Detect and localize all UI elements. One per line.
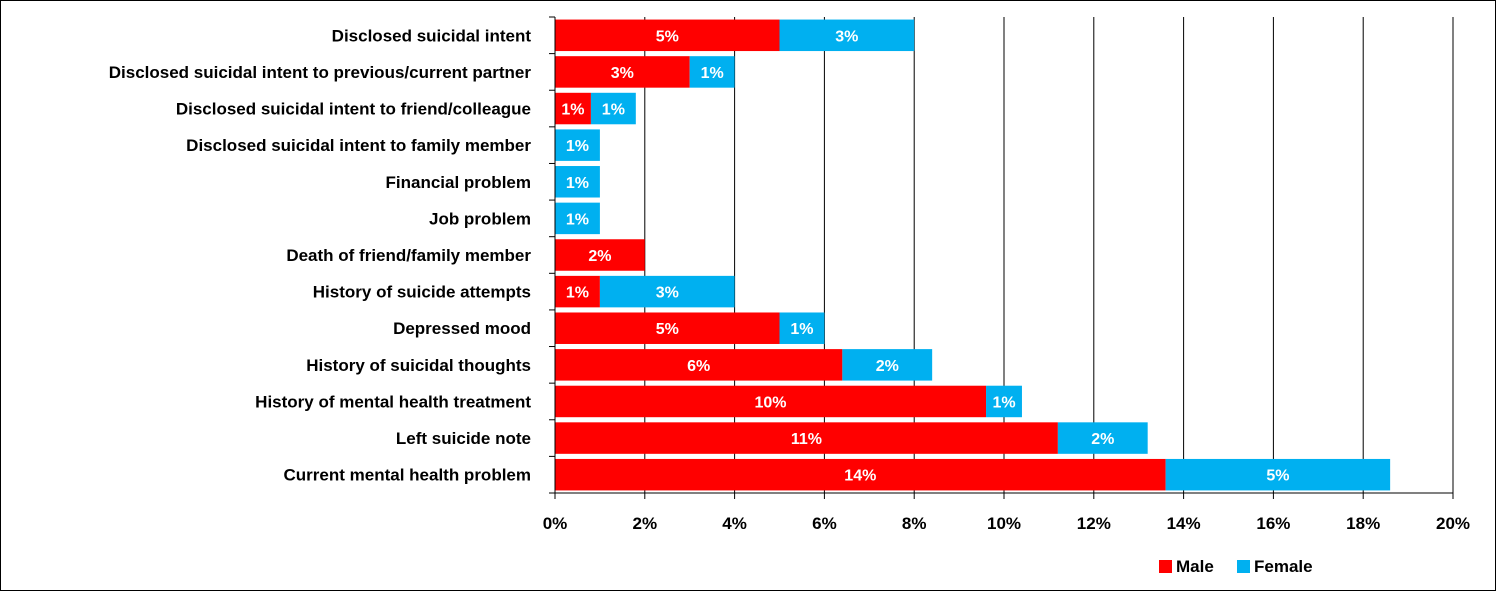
bar-female: [555, 166, 600, 198]
bar-male: [555, 385, 987, 418]
x-tick-label: 4%: [722, 514, 747, 533]
data-label-female: 2%: [876, 358, 899, 375]
bar-female: [1165, 458, 1391, 491]
x-tick-label: 12%: [1077, 514, 1111, 533]
x-tick-labels: 0% 2% 4% 6% 8% 10% 12% 14% 16% 18% 20%: [543, 514, 1470, 533]
bar-female: [689, 56, 735, 88]
data-label-female: 1%: [566, 138, 589, 155]
axes: [549, 16, 1454, 499]
bar-female: [555, 202, 600, 235]
bar-male: [555, 458, 1166, 491]
data-label-male: 3%: [611, 65, 634, 82]
bar-male: [555, 422, 1058, 454]
data-label-male: 5%: [656, 321, 679, 338]
data-label-male: 2%: [588, 248, 611, 265]
bar-female: [555, 129, 600, 161]
x-tick-label: 0%: [543, 514, 568, 533]
data-label-female: 1%: [566, 175, 589, 192]
data-label-male: 10%: [755, 394, 787, 411]
bar-female: [986, 385, 1022, 418]
bar-male: [555, 275, 600, 308]
bar-female: [779, 312, 825, 344]
category-label: Financial problem: [386, 173, 531, 192]
data-label-female: 1%: [566, 211, 589, 228]
x-tick-label: 20%: [1436, 514, 1470, 533]
category-label: Current mental health problem: [284, 466, 531, 485]
bar-female: [842, 349, 933, 381]
bar-male: [555, 349, 843, 381]
data-label-female: 1%: [701, 65, 724, 82]
category-label: Death of friend/family member: [286, 246, 531, 265]
x-tick-label: 16%: [1256, 514, 1290, 533]
category-label: Depressed mood: [393, 319, 531, 338]
data-label-female: 1%: [992, 394, 1015, 411]
data-label-male: 11%: [791, 431, 822, 448]
x-tick-label: 6%: [812, 514, 837, 533]
x-tick-label: 10%: [987, 514, 1021, 533]
category-label: Disclosed suicidal intent to friend/coll…: [176, 100, 531, 119]
bar-female: [1057, 422, 1148, 454]
bars: 5% 3% 3% 1% 1% 1% 1% 1% 1% 2% 1% 3% 5% 1% 6% 2% 10% 1% 11%…: [555, 19, 1391, 491]
data-label-female: 5%: [1266, 468, 1289, 485]
data-label-female: 1%: [602, 102, 625, 119]
gridlines: [644, 17, 1454, 493]
bar-male: [555, 56, 690, 88]
legend-swatch-male: [1159, 560, 1172, 573]
category-label: Job problem: [429, 209, 531, 228]
data-label-female: 1%: [790, 321, 813, 338]
x-tick-label: 18%: [1346, 514, 1380, 533]
category-labels: Disclosed suicidal intent Disclosed suici…: [109, 26, 532, 484]
category-label: Disclosed suicidal intent to previous/cu…: [109, 63, 532, 82]
data-label-female: 2%: [1091, 431, 1114, 448]
legend-label-female: Female: [1254, 557, 1313, 576]
data-label-female: 3%: [835, 28, 858, 45]
legend: Male Female: [1159, 557, 1313, 576]
data-label-female: 3%: [656, 285, 679, 302]
bar-male: [555, 239, 645, 271]
x-tick-label: 2%: [633, 514, 658, 533]
legend-label-male: Male: [1176, 557, 1214, 576]
category-label: History of suicide attempts: [313, 283, 531, 302]
data-label-male: 1%: [566, 285, 589, 302]
data-label-male: 5%: [656, 28, 679, 45]
data-label-male: 6%: [687, 358, 710, 375]
legend-swatch-female: [1237, 560, 1250, 573]
category-label: Disclosed suicidal intent: [332, 26, 532, 45]
data-label-male: 1%: [561, 102, 584, 119]
bar-male: [555, 19, 780, 52]
category-label: History of mental health treatment: [255, 392, 531, 411]
category-label: Disclosed suicidal intent to family memb…: [186, 136, 531, 155]
bar-male: [555, 312, 780, 344]
bar-female: [590, 92, 636, 125]
category-label: Left suicide note: [396, 429, 531, 448]
x-tick-label: 14%: [1167, 514, 1201, 533]
bar-female: [779, 19, 915, 52]
data-label-male: 14%: [844, 468, 876, 485]
bar-female: [599, 275, 735, 308]
x-tick-label: 8%: [902, 514, 927, 533]
bar-male: [555, 92, 591, 125]
category-label: History of suicidal thoughts: [306, 356, 531, 375]
